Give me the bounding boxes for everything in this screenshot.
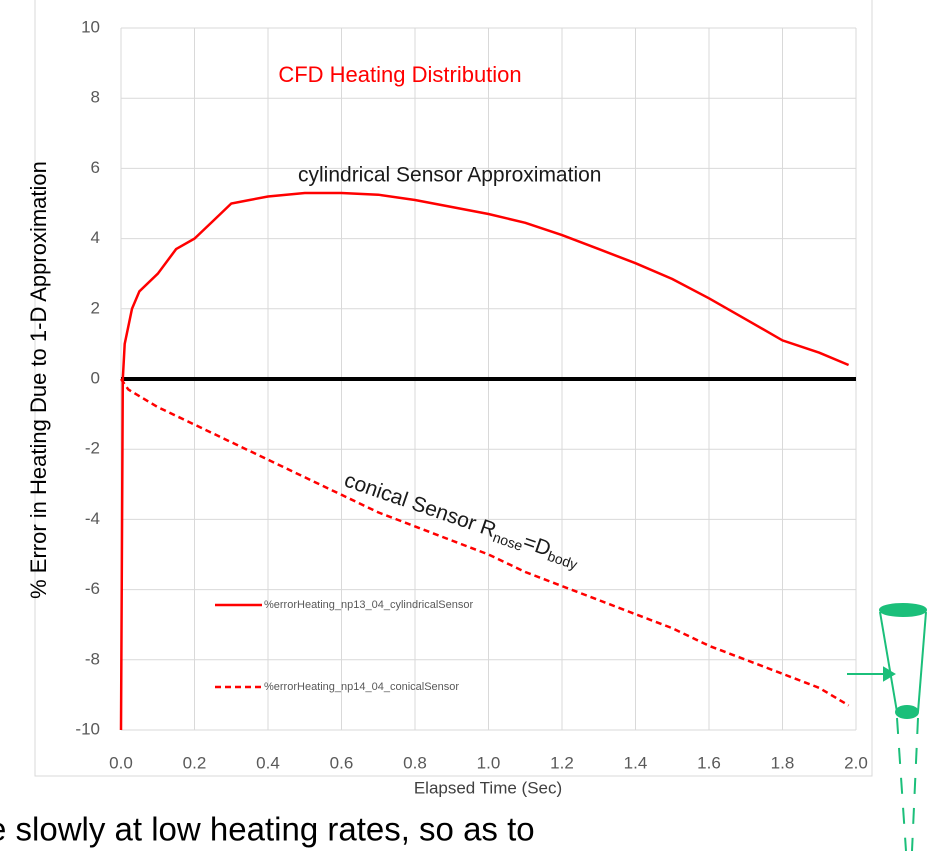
y-tick-label: 10: [81, 17, 100, 36]
x-tick-label: 0.0: [109, 753, 133, 772]
x-tick-label: 1.6: [697, 753, 721, 772]
y-tick-label: 6: [91, 158, 100, 177]
x-axis-title: Elapsed Time (Sec): [414, 778, 562, 797]
chart-title: CFD Heating Distribution: [278, 62, 521, 87]
y-tick-label: -6: [85, 579, 100, 598]
x-tick-label: 1.2: [550, 753, 574, 772]
y-tick-label: 8: [91, 88, 100, 107]
y-tick-label: -4: [85, 509, 100, 528]
legend-label: %errorHeating_np13_04_cylindricalSensor: [264, 599, 473, 611]
x-tick-label: 1.8: [771, 753, 795, 772]
x-tick-label: 2.0: [844, 753, 868, 772]
y-tick-label: 4: [91, 228, 100, 247]
x-tick-label: 0.4: [256, 753, 280, 772]
y-axis-title: % Error in Heating Due to 1-D Approximat…: [26, 161, 51, 599]
y-tick-label: -2: [85, 439, 100, 458]
x-tick-label: 0.6: [330, 753, 354, 772]
chart: CFD Heating Distribution cylindrical Sen…: [0, 0, 932, 851]
annotation: cylindrical Sensor Approximation: [298, 164, 601, 187]
x-tick-label: 1.0: [477, 753, 501, 772]
y-tick-label: 0: [91, 368, 100, 387]
x-tick-label: 0.8: [403, 753, 427, 772]
y-tick-label: -8: [85, 649, 100, 668]
x-tick-label: 0.2: [183, 753, 207, 772]
caption: e slowly at low heating rates, so as to: [0, 811, 535, 848]
legend-label: %errorHeating_np14_04_conicalSensor: [264, 681, 459, 693]
x-tick-label: 1.4: [624, 753, 648, 772]
y-tick-label: 2: [91, 298, 100, 317]
y-tick-label: -10: [75, 719, 100, 738]
